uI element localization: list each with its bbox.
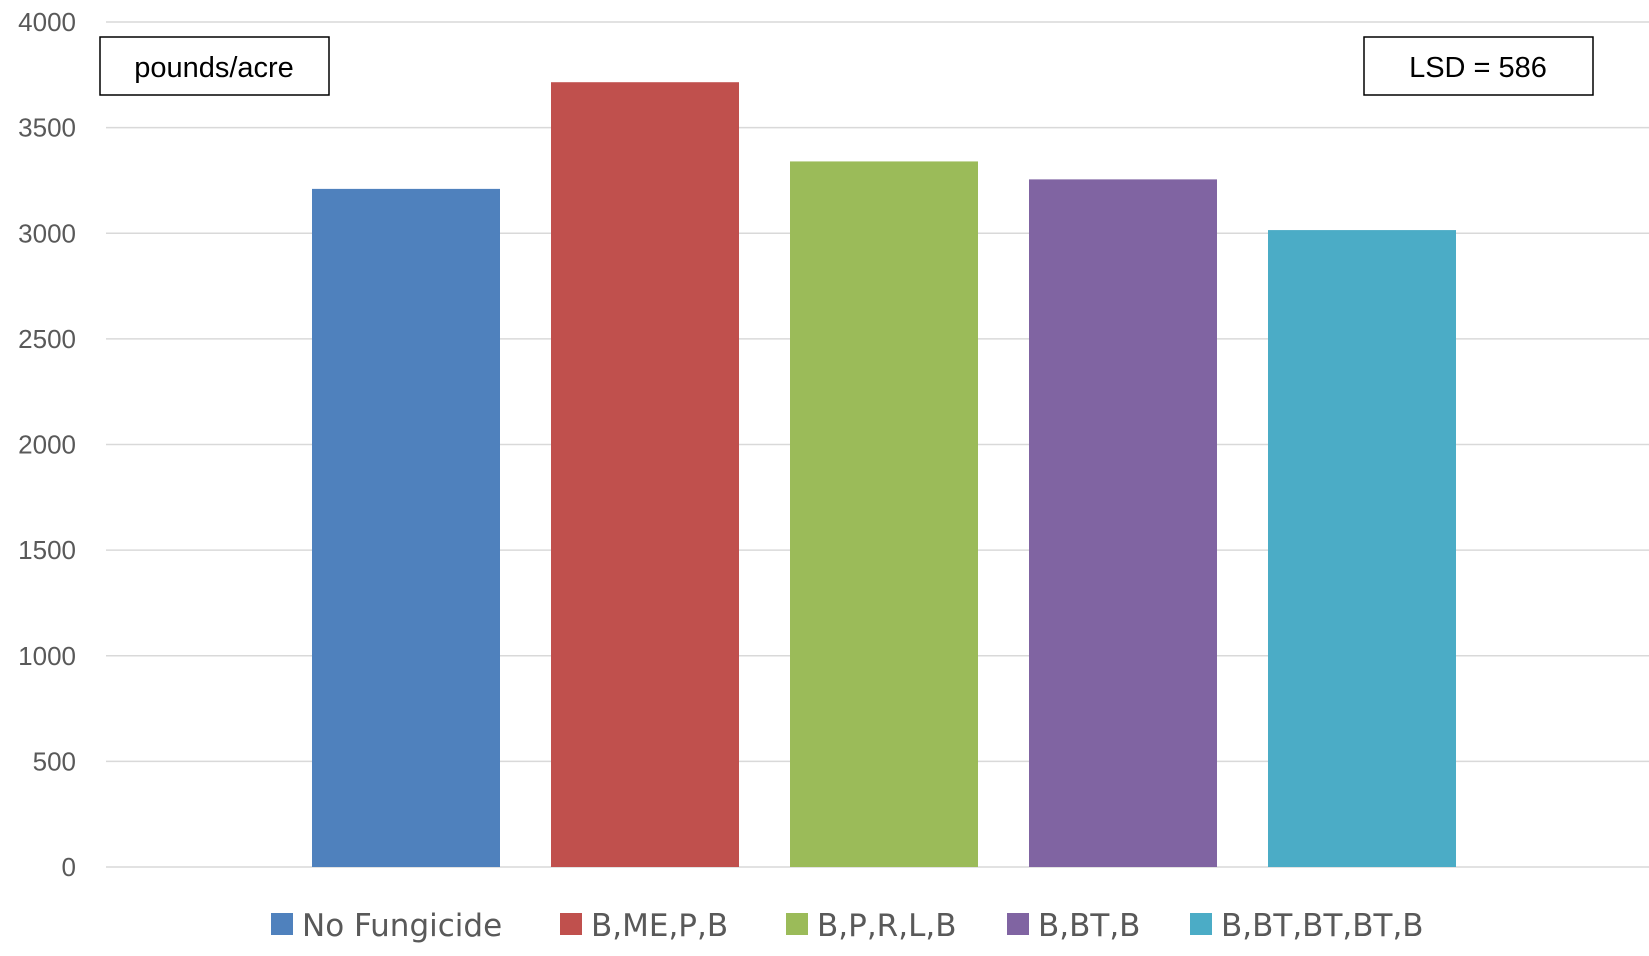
bar-3 xyxy=(790,161,978,868)
legend-item: B,ME,P,B xyxy=(560,908,728,944)
legend-swatch xyxy=(1190,913,1212,935)
y-tick-label: 500 xyxy=(33,746,76,776)
legend-item: No Fungicide xyxy=(271,908,502,944)
y-axis-ticks: 0 500 1000 1500 2000 2500 3000 3500 4000 xyxy=(18,7,76,882)
legend-item: B,BT,BT,BT,B xyxy=(1190,908,1424,944)
units-label: pounds/acre xyxy=(134,52,294,84)
legend-swatch xyxy=(1007,913,1029,935)
legend-label: B,ME,P,B xyxy=(591,908,728,944)
legend-label: No Fungicide xyxy=(302,908,502,944)
y-tick-label: 3000 xyxy=(18,218,76,248)
units-annotation: pounds/acre xyxy=(99,36,330,96)
y-tick-label: 1500 xyxy=(18,535,76,565)
y-tick-label: 4000 xyxy=(18,7,76,37)
bar-1 xyxy=(312,188,500,867)
bar-5 xyxy=(1268,230,1456,868)
legend-item: B,BT,B xyxy=(1007,908,1140,944)
legend-label: B,BT,BT,BT,B xyxy=(1221,908,1424,944)
legend: No Fungicide B,ME,P,B B,P,R,L,B B,BT,B B,BT,… xyxy=(271,908,1424,944)
legend-item: B,P,R,L,B xyxy=(786,908,956,944)
bar-2 xyxy=(551,82,739,868)
y-tick-label: 1000 xyxy=(18,641,76,671)
y-tick-label: 3500 xyxy=(18,113,76,143)
legend-label: B,BT,B xyxy=(1038,908,1140,944)
y-tick-label: 2000 xyxy=(18,430,76,460)
legend-swatch xyxy=(271,913,293,935)
lsd-label: LSD = 586 xyxy=(1409,52,1547,84)
bar-4 xyxy=(1029,179,1217,868)
legend-swatch xyxy=(786,913,808,935)
y-tick-label: 0 xyxy=(62,852,76,882)
bars xyxy=(312,82,1456,868)
lsd-annotation: LSD = 586 xyxy=(1363,36,1594,96)
legend-label: B,P,R,L,B xyxy=(817,908,956,944)
y-tick-label: 2500 xyxy=(18,324,76,354)
legend-swatch xyxy=(560,913,582,935)
